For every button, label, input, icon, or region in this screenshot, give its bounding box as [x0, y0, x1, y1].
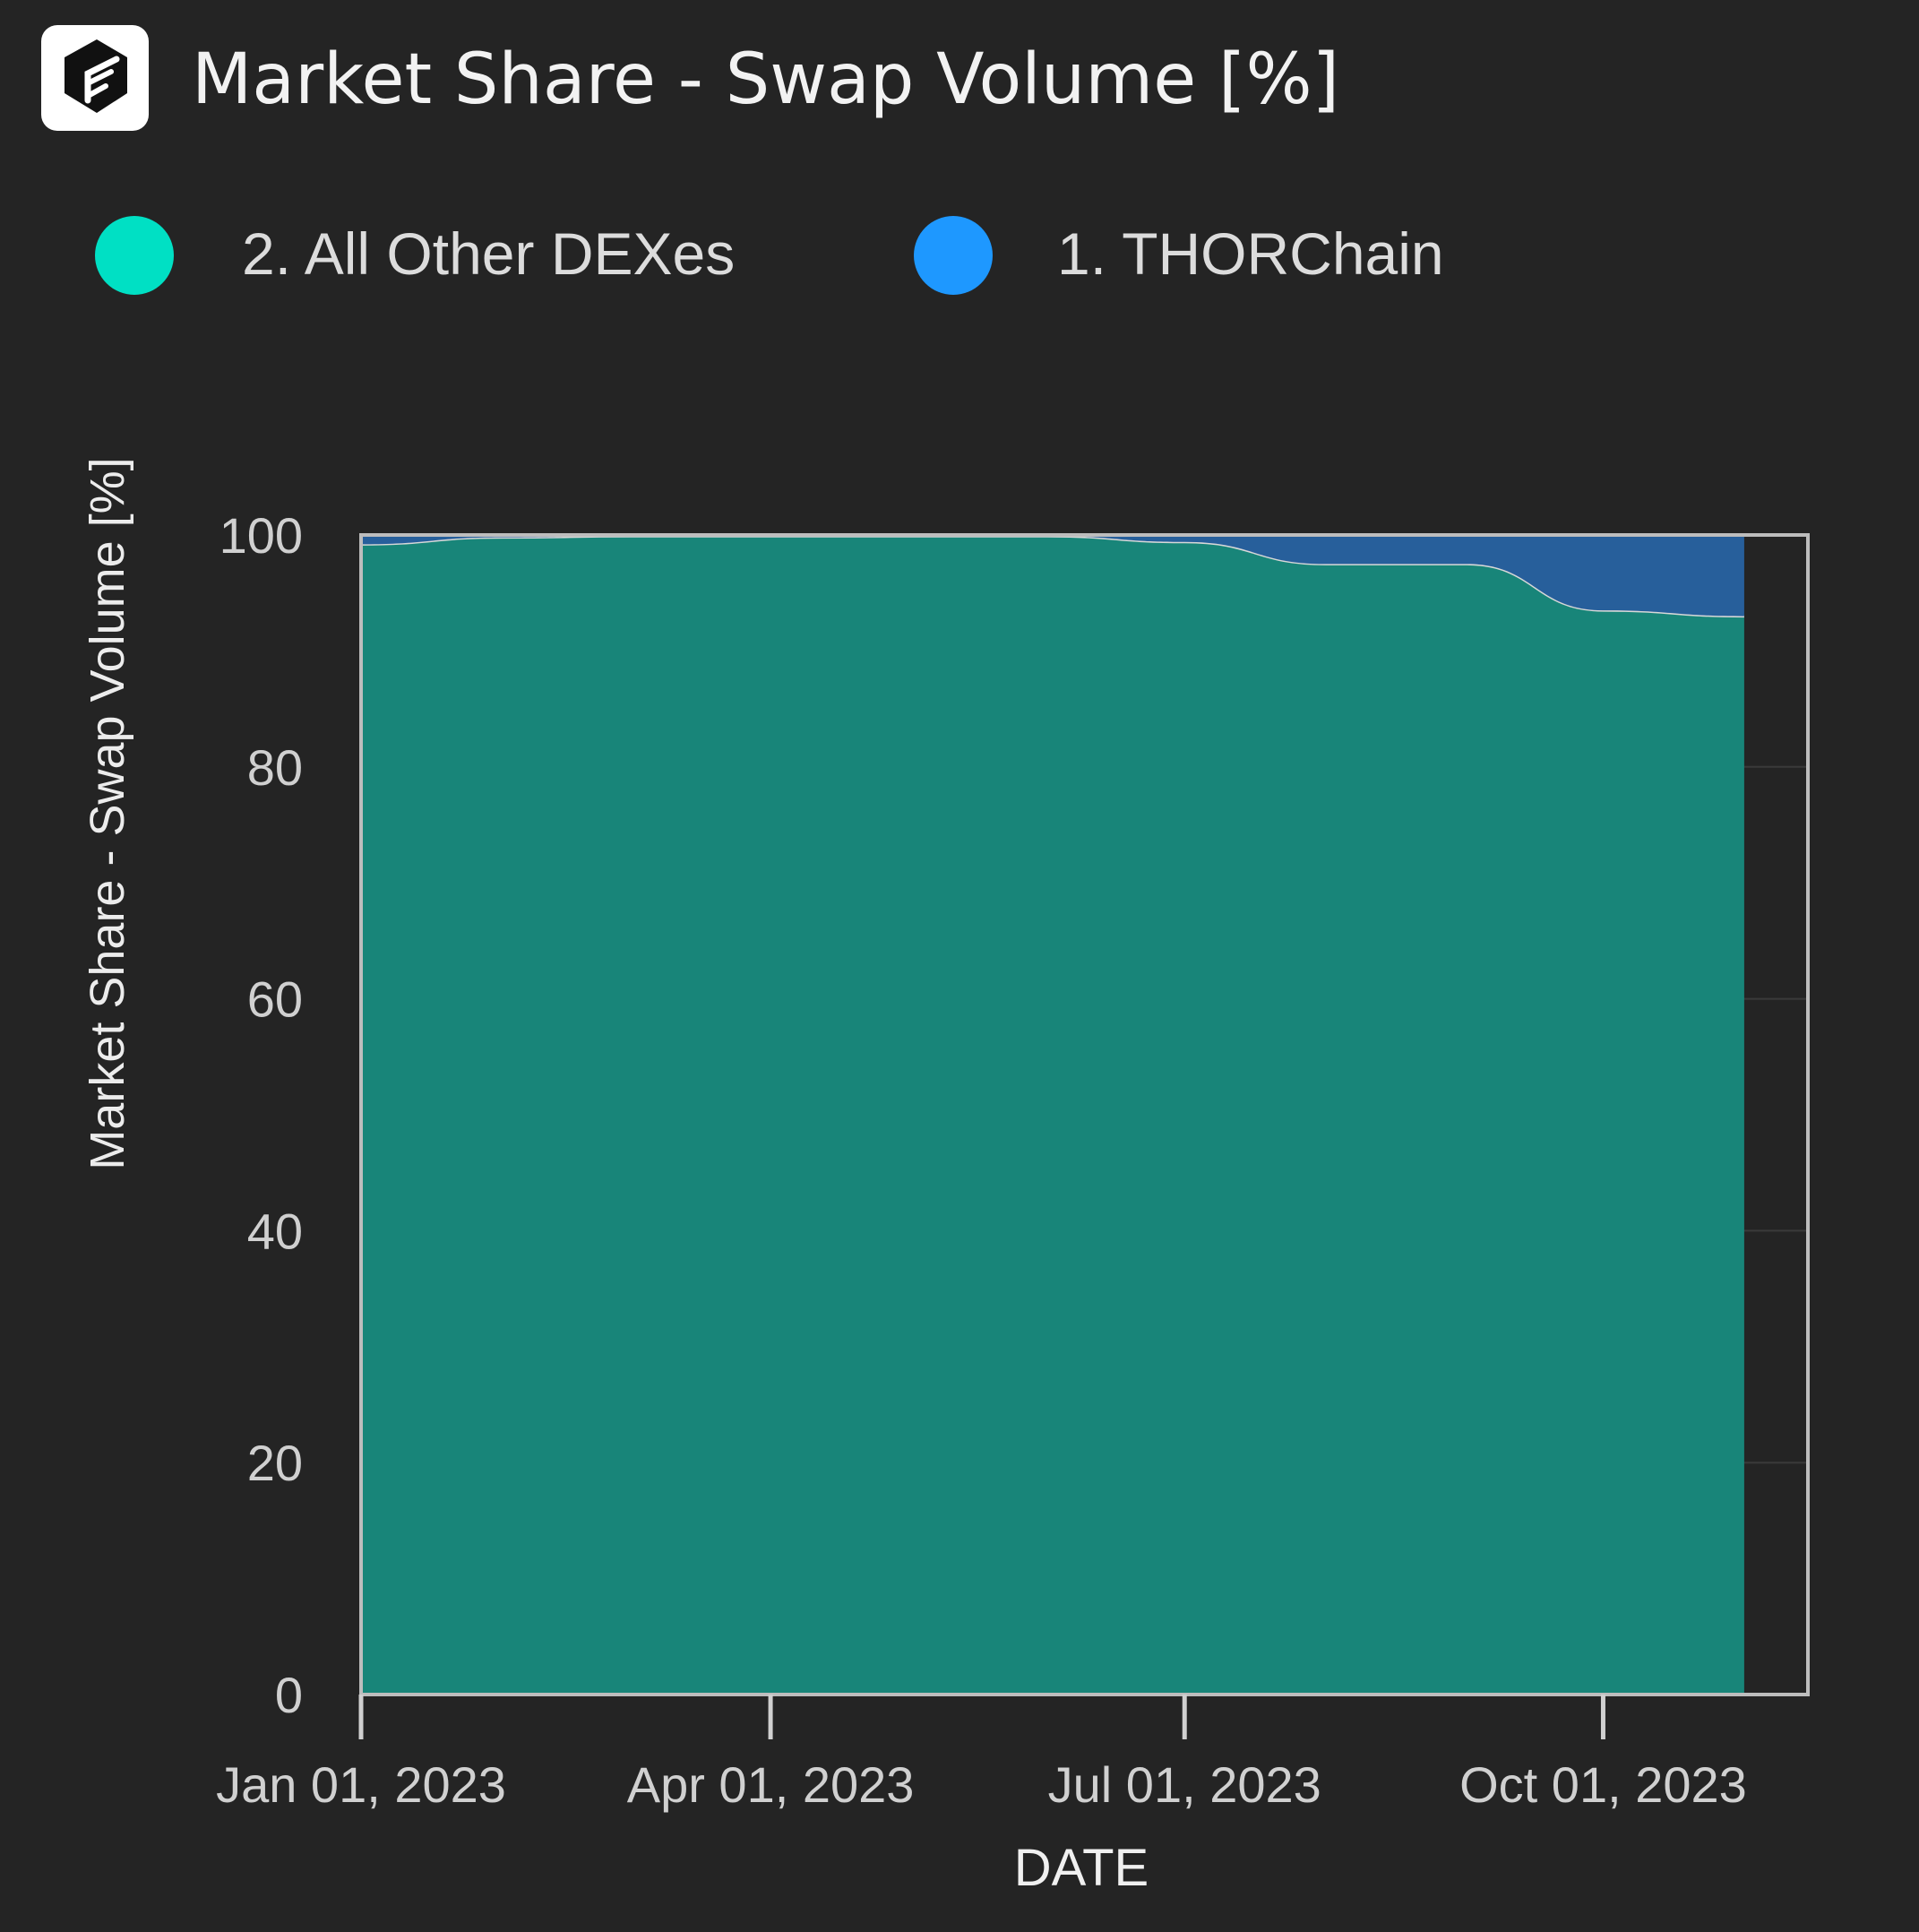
chart-legend: 2. All Other DEXes 1. THORChain — [95, 216, 1444, 295]
legend-swatch-1 — [914, 216, 993, 295]
chart-title: Market Share - Swap Volume [%] — [192, 39, 1340, 120]
flipside-logo-icon — [41, 25, 149, 131]
chart-areas — [360, 533, 1744, 1695]
y-tick-label-2: 40 — [247, 1203, 303, 1259]
y-tick-label-0: 0 — [275, 1667, 303, 1723]
y-tick-label-3: 60 — [247, 971, 303, 1028]
x-tick-label-3: Oct 01, 2023 — [1459, 1756, 1747, 1813]
legend-label-1: 1. THORChain — [1057, 220, 1444, 287]
x-tick-label-2: Jul 01, 2023 — [1048, 1756, 1321, 1813]
x-tick-label-0: Jan 01, 2023 — [216, 1756, 506, 1813]
y-tick-label-4: 80 — [247, 739, 303, 796]
y-tick-label-1: 20 — [247, 1435, 303, 1491]
y-axis-label: Market Share - Swap Volume [%] — [81, 457, 134, 1169]
plot-border — [359, 533, 1810, 1696]
series-area-0 — [361, 536, 1744, 1695]
legend-label-0: 2. All Other DEXes — [242, 220, 735, 287]
x-axis-label: DATE — [1014, 1839, 1149, 1897]
series-area-1 — [361, 535, 1744, 617]
y-axis: 0 20 40 60 80 100 — [219, 507, 303, 1723]
plot-frame — [359, 533, 1810, 1696]
x-axis: Jan 01, 2023 Apr 01, 2023 Jul 01, 2023 Oct … — [216, 1695, 1747, 1813]
y-tick-label-5: 100 — [219, 507, 303, 564]
legend-swatch-0 — [95, 216, 174, 295]
x-tick-label-1: Apr 01, 2023 — [627, 1756, 915, 1813]
